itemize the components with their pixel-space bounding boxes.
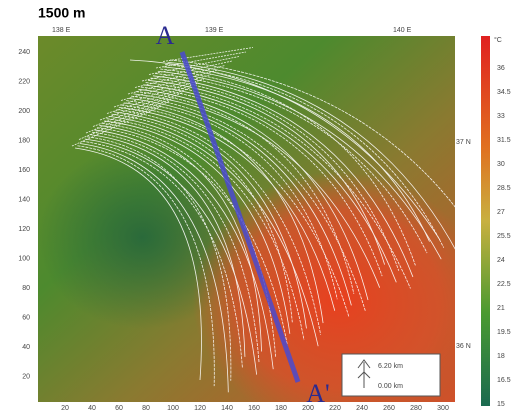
colorbar-label: 15 [497,401,505,408]
colorbar-label: 24 [497,257,505,264]
y-tick-label: 160 [18,167,30,174]
lon-label: 140 E [393,27,412,34]
colorbar-label: 30 [497,161,505,168]
lon-label: 139 E [205,27,224,34]
x-tick-label: 220 [329,405,341,412]
x-tick-label: 180 [275,405,287,412]
x-tick-label: 280 [410,405,422,412]
lat-label: 37 N [456,139,471,146]
colorbar-label: 21 [497,305,505,312]
x-tick-label: 60 [115,405,123,412]
colorbar-label: 34.5 [497,89,511,96]
y-tick-label: 240 [18,49,30,56]
y-tick-label: 120 [18,226,30,233]
y-tick-label: 200 [18,108,30,115]
colorbar-label: 27 [497,209,505,216]
x-tick-label: 200 [302,405,314,412]
colorbar-unit: °C [494,36,502,44]
legend-bottom: 0.00 km [378,383,403,390]
colorbar-label: 18 [497,353,505,360]
x-tick-label: 20 [61,405,69,412]
legend-top: 6.20 km [378,363,403,370]
section-end: A' [306,379,329,408]
y-tick-label: 100 [18,255,30,262]
y-tick-label: 40 [22,344,30,351]
lon-label: 138 E [52,27,71,34]
section-start: A [156,21,175,50]
x-tick-label: 40 [88,405,96,412]
colorbar-label: 16.5 [497,377,511,384]
colorbar-label: 33 [497,113,505,120]
colorbar-label: 19.5 [497,329,511,336]
y-tick-label: 220 [18,78,30,85]
x-tick-label: 300 [437,405,449,412]
x-tick-label: 120 [194,405,206,412]
y-tick-label: 60 [22,314,30,321]
heat-area [38,36,455,402]
title: 1500 m [38,5,85,21]
y-tick-label: 140 [18,196,30,203]
x-tick-label: 260 [383,405,395,412]
colorbar-label: 31.5 [497,137,511,144]
lat-label: 36 N [456,343,471,350]
colorbar-label: 36 [497,65,505,72]
colorbar [481,36,490,406]
colorbar-label: 22.5 [497,281,511,288]
y-tick-label: 180 [18,137,30,144]
x-tick-label: 80 [142,405,150,412]
x-tick-label: 240 [356,405,368,412]
y-tick-label: 20 [22,373,30,380]
x-tick-label: 100 [167,405,179,412]
figure: 1500 m A A' 6.20 km 0.00 km °C 37 N 36 N… [0,0,518,414]
colorbar-label: 28.5 [497,185,511,192]
x-tick-label: 160 [248,405,260,412]
y-tick-label: 80 [22,285,30,292]
x-tick-label: 140 [221,405,233,412]
colorbar-label: 25.5 [497,233,511,240]
